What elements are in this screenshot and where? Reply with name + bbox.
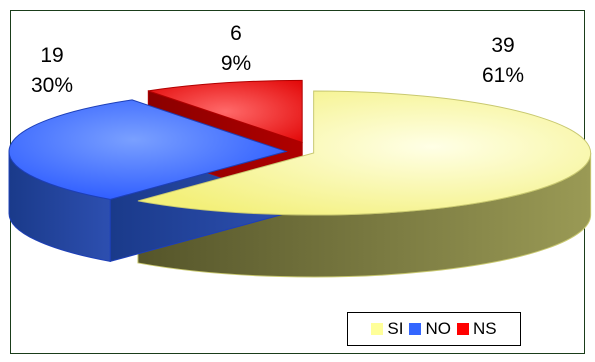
legend-item-ns: NS	[456, 319, 497, 339]
slice-ns	[148, 79, 303, 144]
legend-item-no: NO	[409, 319, 451, 339]
percent-label-ns: 9%	[221, 52, 251, 75]
percent-label-si: 61%	[482, 64, 524, 87]
legend-label-si: SI	[387, 319, 404, 338]
percent-label-no: 30%	[31, 74, 73, 97]
slice-no	[8, 99, 288, 200]
legend: SI NO NS	[347, 312, 521, 346]
legend-swatch-ns	[456, 323, 469, 335]
value-label-no: 19	[40, 44, 63, 67]
slice-si	[137, 90, 592, 216]
legend-swatch-si	[371, 323, 384, 335]
value-label-si: 39	[491, 34, 514, 57]
legend-label-ns: NS	[472, 319, 497, 338]
legend-item-si: SI	[371, 319, 403, 339]
legend-swatch-no	[409, 323, 422, 335]
value-label-ns: 6	[230, 22, 242, 45]
legend-label-no: NO	[425, 319, 451, 338]
